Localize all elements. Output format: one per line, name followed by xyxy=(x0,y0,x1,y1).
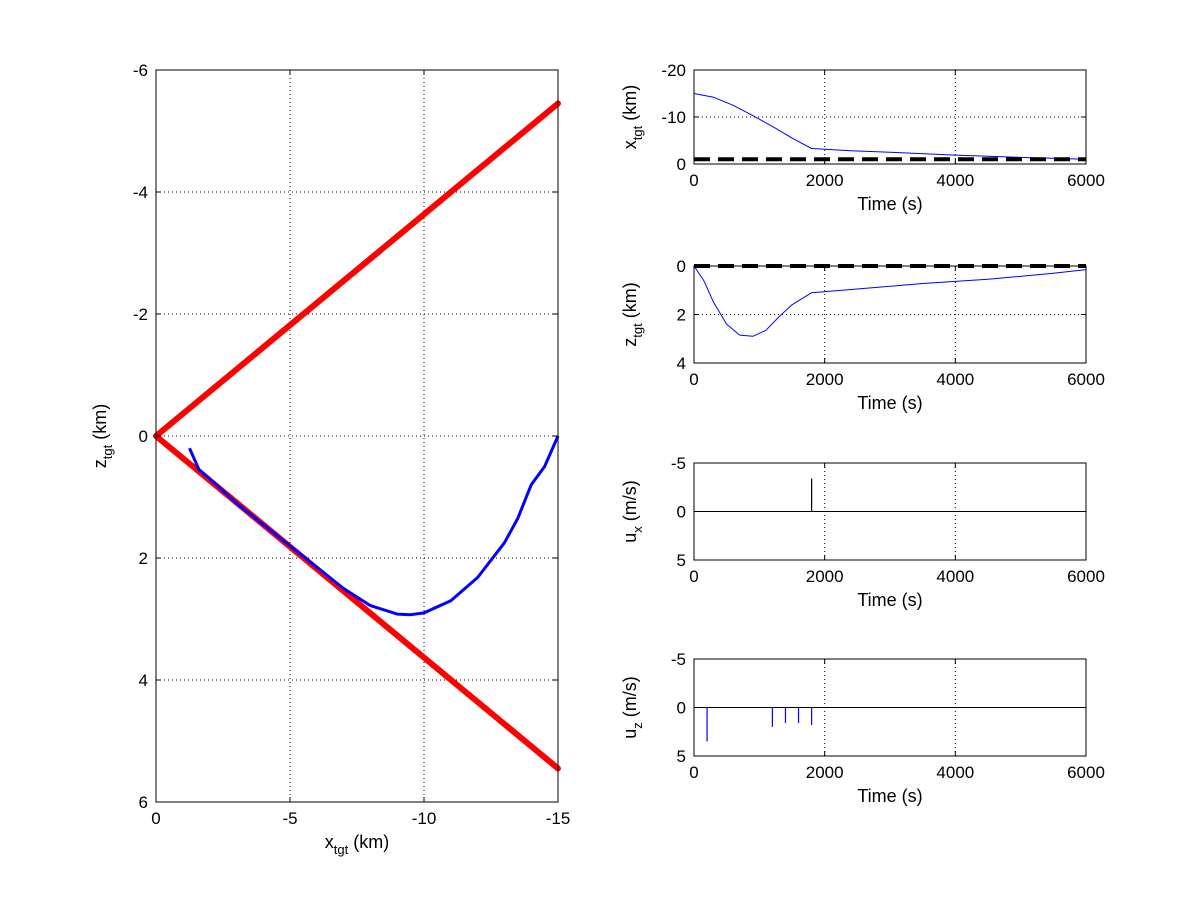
y-tick-label: 5 xyxy=(677,551,686,570)
x-axis-label: Time (s) xyxy=(857,393,922,413)
x-axis-label-unit: (km) xyxy=(348,832,389,852)
y-axis-label-symbol: u xyxy=(620,533,640,543)
x-tick-label: -15 xyxy=(546,809,571,828)
x-tick-label: -5 xyxy=(282,809,297,828)
y-tick-label: 6 xyxy=(139,793,148,812)
x-tick-label: 0 xyxy=(689,763,698,782)
x-tick-label: 4000 xyxy=(936,763,974,782)
y-tick-label: 4 xyxy=(677,354,686,373)
y-tick-label: 4 xyxy=(139,671,148,690)
y-axis-label-unit: (km) xyxy=(90,404,110,445)
y-tick-label: 2 xyxy=(139,549,148,568)
y-axis-label: xtgt (km) xyxy=(620,85,645,149)
x-tick-label: 2000 xyxy=(806,567,844,586)
y-tick-label: -6 xyxy=(133,61,148,80)
y-tick-label: 0 xyxy=(677,155,686,174)
y-axis-label: ztgt (km) xyxy=(90,404,115,468)
y-tick-label: 5 xyxy=(677,747,686,766)
boundary-line xyxy=(153,100,561,439)
x-tick-label: 6000 xyxy=(1067,567,1105,586)
x-axis-label-subscript: tgt xyxy=(334,842,349,857)
y-tick-label: 0 xyxy=(677,503,686,522)
x-tick-label: 0 xyxy=(689,370,698,389)
x-tick-label: 4000 xyxy=(936,370,974,389)
y-axis-label-symbol: z xyxy=(620,338,640,347)
y-tick-label: -2 xyxy=(133,305,148,324)
y-axis-label-unit: (km) xyxy=(620,85,640,126)
y-axis-label-symbol: u xyxy=(620,729,640,739)
x-tick-label: 2000 xyxy=(806,171,844,190)
y-tick-label: 2 xyxy=(677,306,686,325)
y-axis-label-symbol: x xyxy=(620,140,640,149)
x-axis-label: Time (s) xyxy=(857,194,922,214)
x-tick-label: 2000 xyxy=(806,370,844,389)
y-tick-label: 0 xyxy=(677,699,686,718)
x-axis-label: xtgt (km) xyxy=(325,832,389,857)
axes-x-time: 0 2000 4000 6000 -20 -10 0 Time (s) xtgt (km) xyxy=(620,61,1105,214)
x-axis-label-symbol: x xyxy=(325,832,334,852)
y-tick-label: -5 xyxy=(671,650,686,669)
y-tick-label: -4 xyxy=(133,183,148,202)
x-tick-label: 0 xyxy=(689,171,698,190)
y-axis-label-subscript: z xyxy=(630,722,645,729)
x-tick-label: 0 xyxy=(151,809,160,828)
y-axis-label: ux (m/s) xyxy=(620,480,645,543)
y-axis-label: ztgt (km) xyxy=(620,282,645,346)
trajectory-line xyxy=(693,265,1087,337)
y-axis-label-unit: (m/s) xyxy=(620,480,640,526)
x-tick-label: 4000 xyxy=(936,567,974,586)
x-tick-label: 6000 xyxy=(1067,763,1105,782)
x-tick-label: 4000 xyxy=(936,171,974,190)
y-tick-label: -10 xyxy=(661,108,686,127)
y-axis-label-subscript: x xyxy=(630,526,645,533)
x-tick-label: 0 xyxy=(689,567,698,586)
x-tick-label: 2000 xyxy=(806,763,844,782)
axes-z-time: 0 2000 4000 6000 0 2 4 Time (s) ztgt (km) xyxy=(620,257,1105,413)
y-axis-label-symbol: z xyxy=(90,459,110,468)
x-tick-label: 6000 xyxy=(1067,370,1105,389)
y-axis-label-unit: (km) xyxy=(620,282,640,323)
x-axis-label: Time (s) xyxy=(857,590,922,610)
trajectory-line xyxy=(693,93,1087,160)
y-axis-label-subscript: tgt xyxy=(630,323,645,338)
y-axis-label: uz (m/s) xyxy=(620,676,645,739)
y-axis-label-subscript: tgt xyxy=(630,125,645,140)
x-axis-label: Time (s) xyxy=(857,786,922,806)
y-tick-label: -5 xyxy=(671,454,686,473)
y-axis-label-unit: (m/s) xyxy=(620,676,640,722)
y-axis-label-subscript: tgt xyxy=(100,444,115,459)
y-tick-label: 0 xyxy=(139,427,148,446)
trajectory-line xyxy=(188,435,560,617)
x-tick-label: -10 xyxy=(412,809,437,828)
x-tick-label: 6000 xyxy=(1067,171,1105,190)
y-tick-label: -20 xyxy=(661,61,686,80)
y-tick-label: 0 xyxy=(677,257,686,276)
